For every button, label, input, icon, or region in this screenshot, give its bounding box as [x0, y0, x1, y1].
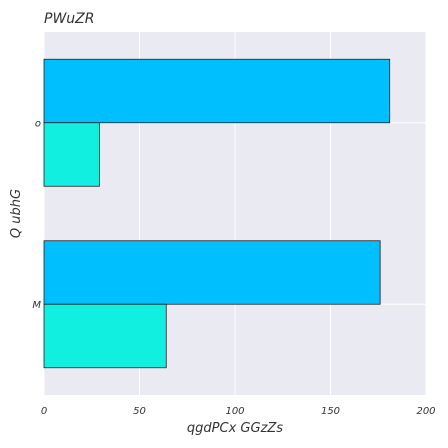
x-tick-0: 0	[41, 406, 47, 417]
bars	[43, 58, 391, 369]
y-tick-0: o	[35, 118, 41, 129]
x-axis-label: qgdPCx GGzZs	[187, 421, 283, 436]
x-tick-2: 100	[225, 406, 244, 417]
x-tick-3: 150	[321, 406, 340, 417]
x-tick-4: 200	[416, 406, 435, 417]
x-tick-1: 50	[133, 406, 146, 417]
bar-M-series-0	[43, 240, 381, 305]
y-axis-label: Q ubhG	[9, 189, 24, 238]
y-tick-1: M	[32, 300, 41, 311]
y-tick-labels: oM	[32, 118, 41, 311]
chart-title: PWuZR	[44, 11, 94, 27]
bar-M-series-1	[43, 303, 167, 369]
bar-o-series-0	[43, 58, 391, 124]
bar-o-series-1	[43, 122, 100, 187]
x-tick-labels: 0 50 100 150 200	[41, 406, 436, 417]
